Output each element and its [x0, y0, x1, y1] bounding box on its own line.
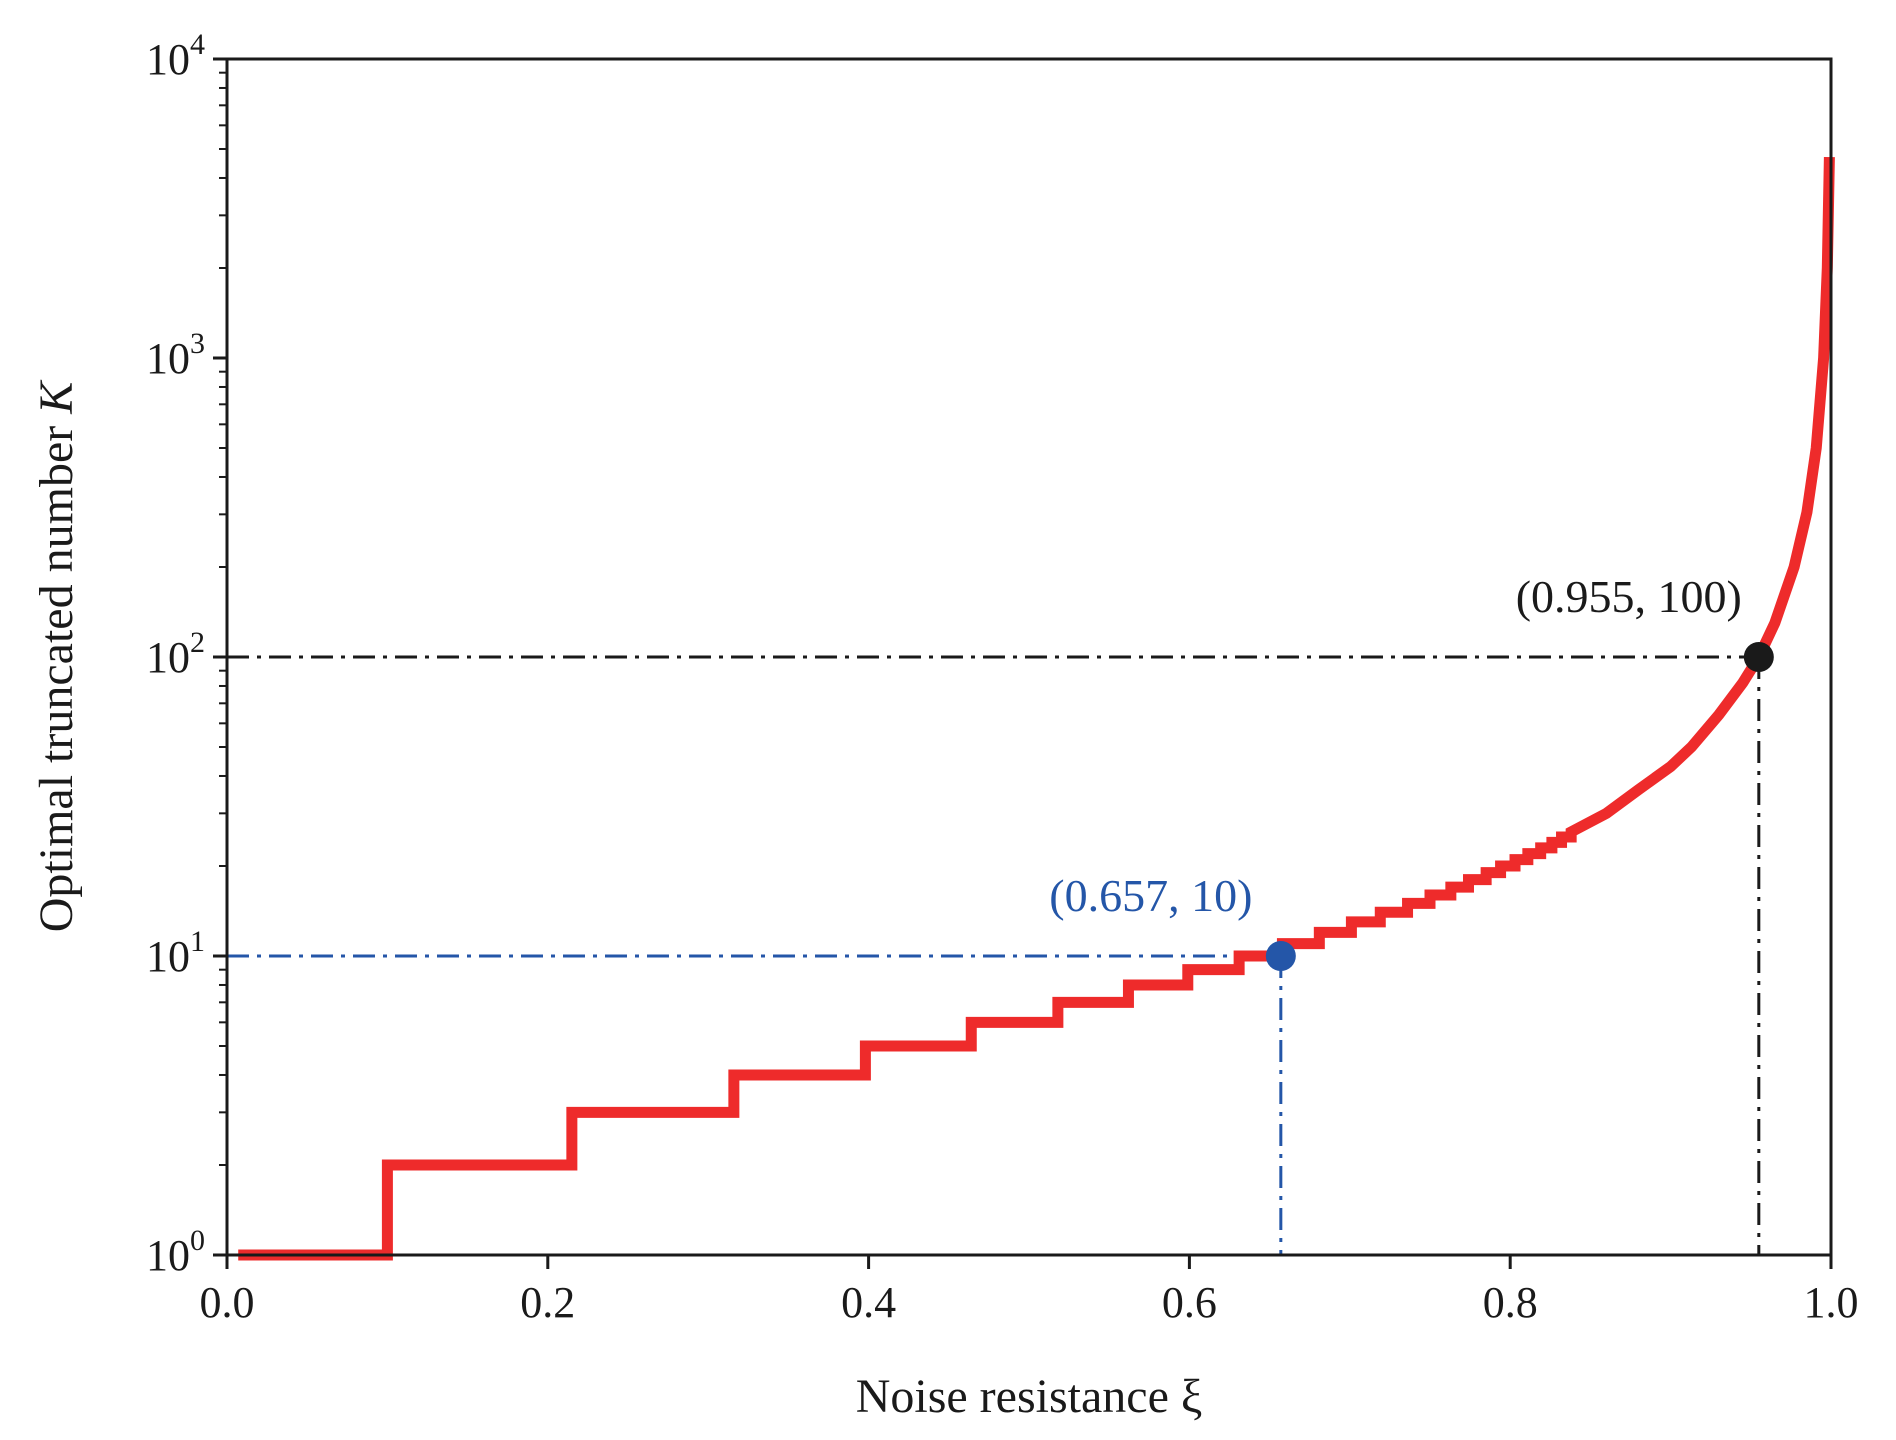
y-tick-base: 10	[146, 932, 190, 981]
y-tick-exponent: 2	[190, 626, 205, 659]
y-tick-exponent: 4	[190, 28, 205, 61]
y-tick-base: 10	[146, 633, 190, 682]
y-axis-label: Optimal truncated number K	[30, 379, 83, 933]
y-tick-exponent: 0	[190, 1224, 205, 1257]
data-point-marker	[1265, 941, 1296, 971]
data-point-marker	[1743, 642, 1774, 672]
y-tick-exponent: 1	[190, 925, 205, 958]
annotation-label: (0.955, 100)	[1516, 571, 1742, 622]
x-tick-label: 1.0	[1804, 1278, 1859, 1327]
annotation-label: (0.657, 10)	[1049, 870, 1252, 921]
y-tick-base: 10	[146, 35, 190, 84]
y-tick-label: 101	[146, 925, 205, 981]
y-tick-label: 102	[146, 626, 205, 682]
x-tick-label: 0.6	[1162, 1278, 1217, 1327]
data-series-optimal-k	[238, 156, 1835, 1261]
y-tick-label: 104	[146, 28, 205, 84]
y-tick-base: 10	[146, 334, 190, 383]
y-tick-label: 100	[146, 1224, 205, 1280]
x-tick-label: 0.8	[1483, 1278, 1538, 1327]
y-tick-label: 103	[146, 327, 205, 383]
y-axis-label-text: Optimal truncated number	[30, 414, 83, 933]
y-axis-label-var: K	[30, 379, 83, 415]
y-tick-base: 10	[146, 1231, 190, 1280]
x-tick-label: 0.4	[841, 1278, 896, 1327]
x-tick-label: 0.2	[520, 1278, 575, 1327]
x-tick-label: 0.0	[200, 1278, 255, 1327]
x-axis-label: Noise resistance ξ	[856, 1370, 1203, 1423]
y-tick-exponent: 3	[190, 327, 205, 360]
